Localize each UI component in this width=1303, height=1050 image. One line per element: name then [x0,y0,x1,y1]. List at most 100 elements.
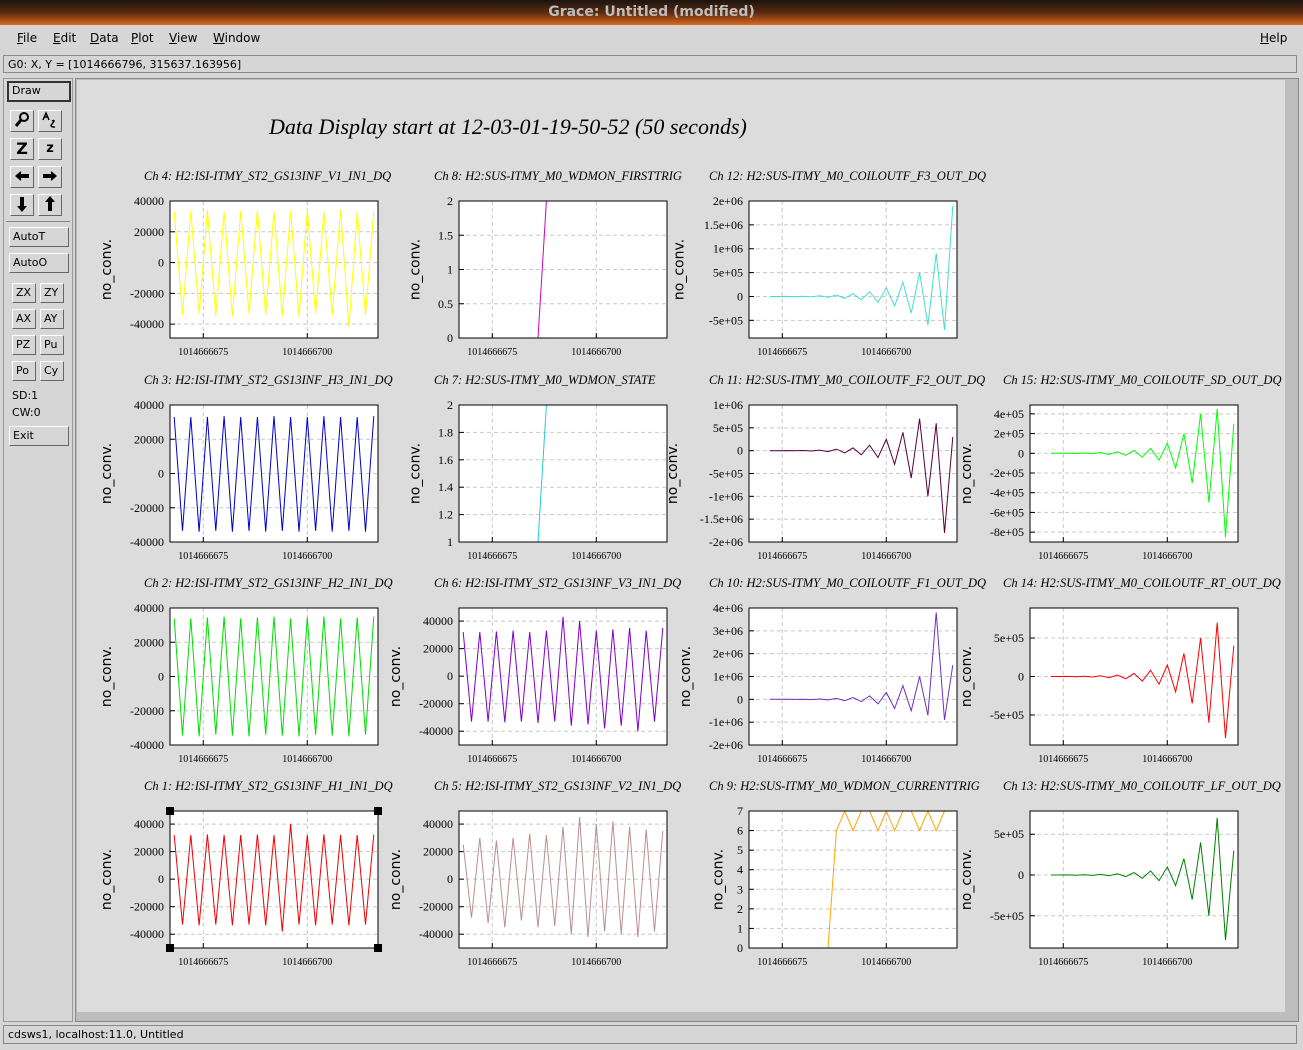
data-line [769,612,954,720]
chart-title: Ch 5: H2:ISI-ITMY_ST2_GS13INF_V2_IN1_DQ [434,779,681,793]
y-axis-label: no_conv. [99,849,115,910]
plot-area [459,201,667,338]
x-tick-label: 1014666675 [757,754,807,765]
left-button[interactable] [10,166,34,188]
x-tick-label: 1014666700 [1142,754,1192,765]
autot-button[interactable]: AutoT [9,227,69,247]
data-line [1050,622,1235,739]
y-tick-label: -5e+05 [990,708,1024,722]
x-tick-label: 1014666675 [1038,551,1088,562]
y-axis-label: no_conv. [99,443,115,504]
tool-button[interactable]: AY [40,309,64,329]
y-tick-label: 0 [737,289,743,303]
menu-item[interactable]: View [169,31,198,45]
x-tick-label: 1014666700 [282,754,332,765]
selection-handle [374,944,382,952]
x-tick-label: 1014666700 [861,754,911,765]
tool-button[interactable]: Po [12,361,36,381]
chart-title: Ch 13: H2:SUS-ITMY_M0_COILOUTF_LF_OUT_DQ [1003,779,1281,793]
y-axis-label: no_conv. [99,239,115,300]
y-tick-label: 2 [737,902,743,916]
y-tick-label: 2 [447,398,453,412]
menu-item[interactable]: Edit [53,31,77,45]
y-tick-label: 0 [447,669,453,683]
x-tick-label: 1014666700 [571,754,621,765]
x-tick-label: 1014666675 [757,957,807,968]
data-line [462,616,664,732]
plot-area [1030,405,1238,542]
data-line [173,209,375,328]
x-tick-label: 1014666700 [571,957,621,968]
autoo-button[interactable]: AutoO [9,253,69,273]
y-axis-label: no_conv. [408,443,424,504]
y-axis-label: no_conv. [959,849,975,910]
y-tick-label: 0 [737,941,743,955]
plot-area [749,811,957,948]
data-line [173,416,375,532]
plot-frame [748,607,958,746]
y-tick-label: 4 [737,863,743,877]
menu-item[interactable]: Data [90,31,119,45]
x-tick-label: 1014666675 [1038,754,1088,765]
x-tick-label: 1014666675 [467,551,517,562]
menu-item[interactable]: Help [1260,31,1288,45]
exit-button[interactable]: Exit [9,426,69,446]
x-tick-label: 1014666675 [178,551,228,562]
y-tick-label: 20000 [423,642,453,656]
tool-button[interactable]: AX [12,309,36,329]
menu-item[interactable]: Window [213,31,261,45]
tool-button[interactable]: Cy [40,361,64,381]
y-axis-label: no_conv. [408,239,424,300]
y-tick-label: 1 [737,921,743,935]
separator [6,221,70,222]
page-title: Data Display start at 12-03-01-19-50-52 … [268,114,747,139]
menu-item[interactable]: File [17,31,38,45]
plot-area [749,405,957,542]
tool-button[interactable]: PZ [12,335,36,355]
y-tick-label: 40000 [134,194,164,208]
y-tick-label: 0 [1018,670,1024,684]
right-button[interactable] [38,166,62,188]
data-line [753,811,953,948]
tool-button[interactable]: ZY [40,283,64,303]
y-tick-label: -20000 [130,704,164,718]
plot-area [459,608,667,745]
tool-button[interactable]: Pu [40,335,64,355]
y-tick-label: -6e+05 [990,505,1024,519]
plot-frame [458,404,668,543]
draw-button[interactable]: Draw [7,81,71,102]
menu-item[interactable]: Plot [131,31,154,45]
up-button[interactable] [38,194,62,216]
y-tick-label: 0 [1018,868,1024,882]
y-tick-label: 40000 [134,817,164,831]
zoom-in-button[interactable]: Z [10,138,34,160]
y-tick-label: -20000 [419,697,453,711]
y-tick-label: 0 [158,872,164,886]
down-button[interactable] [10,194,34,216]
plot-frame [748,810,958,949]
x-tick-label: 1014666700 [282,551,332,562]
y-tick-label: -40000 [130,317,164,331]
autoscale-button[interactable] [38,110,62,132]
y-tick-label: -4e+05 [990,486,1024,500]
y-tick-label: -2e+06 [709,535,743,549]
y-tick-label: 0 [447,331,453,345]
chart-title: Ch 15: H2:SUS-ITMY_M0_COILOUTF_SD_OUT_DQ [1003,373,1281,387]
locator: G0: X, Y = [1014666796, 315637.163956] [3,55,1297,73]
zoom-out-button[interactable]: z [38,138,62,160]
plot-area [749,201,957,338]
data-line [769,418,954,533]
y-tick-label: -20000 [419,900,453,914]
zoom-button[interactable] [10,110,34,132]
y-tick-label: 3 [737,882,743,896]
y-tick-label: 5e+05 [713,266,743,280]
x-tick-label: 1014666700 [282,957,332,968]
x-tick-label: 1014666675 [757,347,807,358]
chart-title: Ch 9: H2:SUS-ITMY_M0_WDMON_CURRENTTRIG [709,779,980,793]
y-tick-label: 1.2 [438,508,453,522]
tool-button[interactable]: ZX [12,283,36,303]
y-tick-label: 20000 [134,845,164,859]
y-tick-label: 7 [737,804,743,818]
y-tick-label: 1.4 [438,480,453,494]
plot-frame [169,607,379,746]
